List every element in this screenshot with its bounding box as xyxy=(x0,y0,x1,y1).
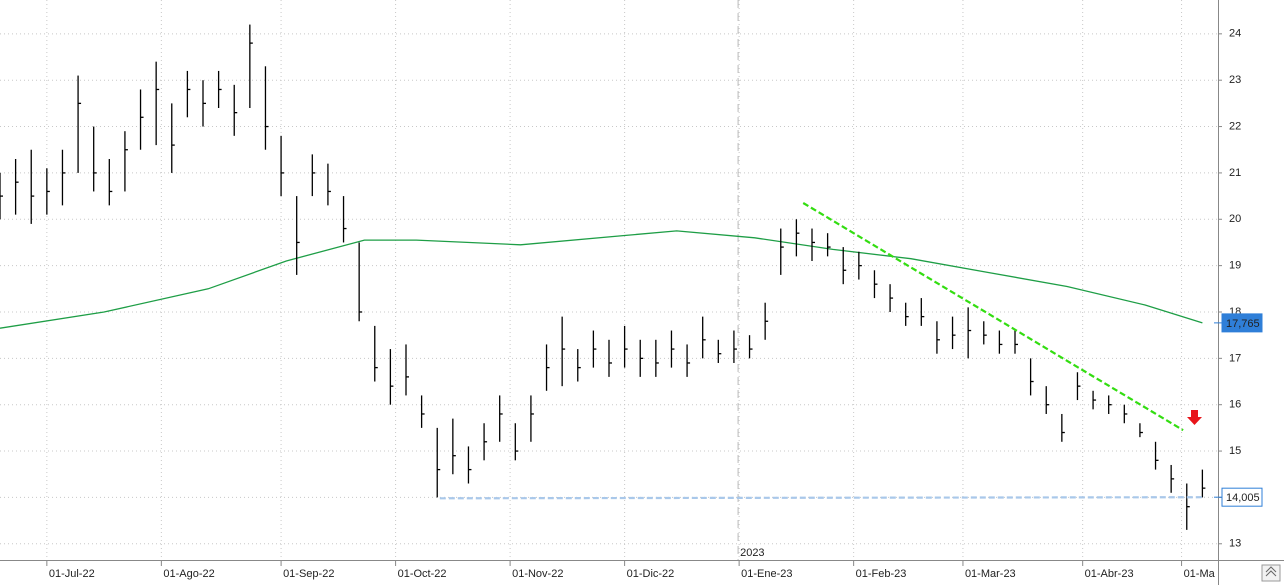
x-tick-label: 01-Sep-22 xyxy=(283,568,334,580)
corner-button[interactable] xyxy=(1261,564,1281,582)
x-tick-label: 01-Ma xyxy=(1184,568,1216,580)
x-tick-label: 01-Mar-23 xyxy=(965,568,1016,580)
corner-icon xyxy=(1265,566,1277,577)
price-label: 17,765 xyxy=(1226,318,1260,330)
trendline xyxy=(802,202,1184,432)
x-tick-label: 01-Nov-22 xyxy=(512,568,563,580)
x-tick-label: 01-Ago-22 xyxy=(163,568,214,580)
moving-average xyxy=(0,230,1203,329)
x-tick-label: 01-Feb-23 xyxy=(856,568,907,580)
year-label: 2023 xyxy=(740,547,764,559)
x-tick-label: 01-Ene-23 xyxy=(741,568,792,580)
x-tick-label: 01-Jul-22 xyxy=(49,568,95,580)
down-arrow xyxy=(1187,410,1202,425)
trendline xyxy=(439,496,1206,500)
y-tick-label: 15 xyxy=(1229,445,1241,457)
y-tick-label: 17 xyxy=(1229,352,1241,364)
y-tick-label: 19 xyxy=(1229,260,1241,272)
y-tick-label: 16 xyxy=(1229,399,1241,411)
y-tick-label: 13 xyxy=(1229,538,1241,550)
y-tick-label: 20 xyxy=(1229,213,1241,225)
x-tick-label: 01-Oct-22 xyxy=(398,568,447,580)
y-tick-label: 21 xyxy=(1229,167,1241,179)
y-tick-label: 22 xyxy=(1229,120,1241,132)
x-tick-label: 01-Dic-22 xyxy=(627,568,675,580)
x-tick-label: 01-Abr-23 xyxy=(1085,568,1134,580)
y-tick-label: 24 xyxy=(1229,28,1241,40)
price-label: 14,005 xyxy=(1226,492,1260,504)
y-tick-label: 23 xyxy=(1229,74,1241,86)
